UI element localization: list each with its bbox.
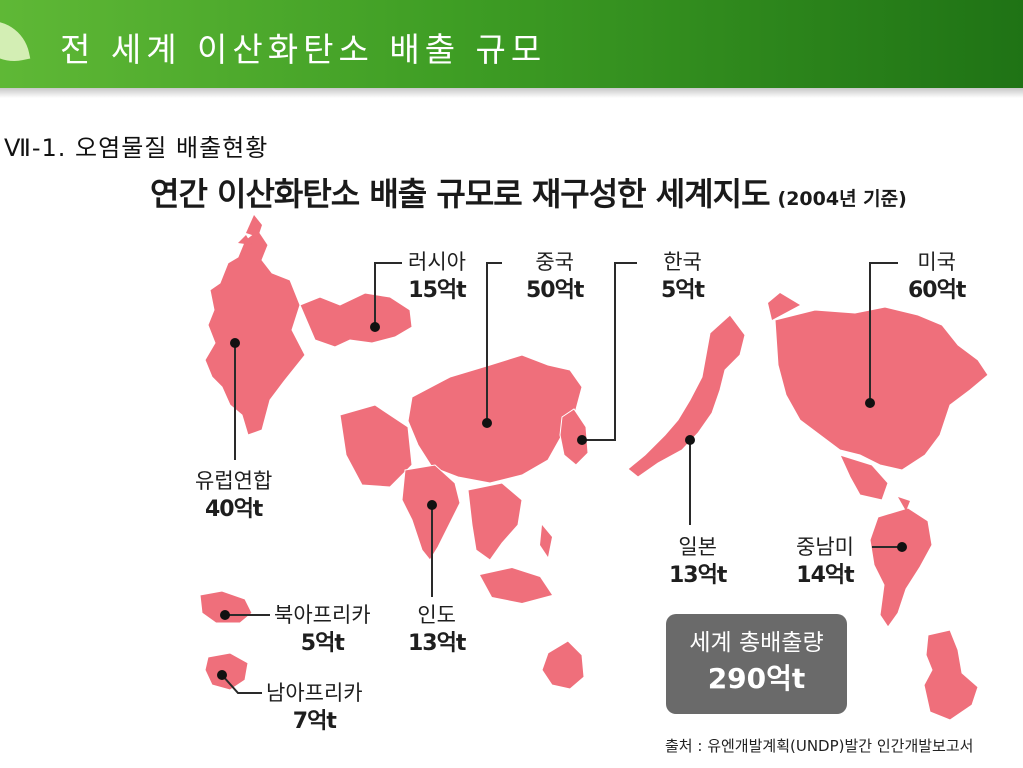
region-name: 남아프리카	[266, 681, 363, 705]
map-shape-europe	[204, 229, 306, 436]
region-name: 일본	[678, 535, 717, 559]
dot-korea	[577, 435, 587, 445]
map-shape-australia	[541, 640, 585, 690]
region-value: 13억t	[408, 631, 466, 656]
dot-japan	[685, 435, 695, 445]
world-total-label: 세계 총배출량	[689, 630, 824, 656]
region-label-usa: 미국 60억t	[908, 248, 966, 306]
region-label-china: 중국 50억t	[526, 248, 584, 306]
dot-eu	[230, 338, 240, 348]
region-name: 북아프리카	[274, 603, 371, 627]
map-shape-iceland	[238, 235, 252, 245]
region-label-korea: 한국 5억t	[661, 248, 705, 306]
dot-latin-america	[897, 542, 907, 552]
figure-title: 연간 이산화탄소 배출 규모로 재구성한 세계지도 (2004년 기준)	[150, 169, 907, 215]
map-shape-caribbean	[898, 497, 910, 511]
dot-india	[427, 500, 437, 510]
co2-world-map-figure: 연간 이산화탄소 배출 규모로 재구성한 세계지도 (2004년 기준) 러시아 …	[150, 165, 1023, 768]
region-name: 러시아	[408, 250, 466, 274]
dot-usa	[865, 398, 875, 408]
map-shape-mexico	[839, 454, 889, 501]
region-label-south-africa: 남아프리카 7억t	[266, 679, 363, 737]
leader-usa	[869, 262, 898, 403]
figure-year-note: (2004년 기준)	[777, 188, 907, 210]
map-shape-canada	[768, 293, 800, 320]
region-value: 5억t	[300, 631, 345, 656]
leaf-decoration	[0, 13, 31, 69]
world-total-value: 290억t	[707, 662, 806, 695]
region-name: 한국	[663, 250, 702, 274]
region-name: 미국	[917, 250, 956, 274]
region-name: 중국	[535, 250, 574, 274]
region-label-russia: 러시아 15억t	[408, 248, 467, 306]
slide-header: 전 세계 이산화탄소 배출 규모	[0, 0, 1023, 88]
map-shape-uk	[923, 629, 979, 721]
region-value: 14억t	[796, 563, 854, 588]
world-map	[199, 215, 989, 721]
world-total-box: 세계 총배출량 290억t	[666, 614, 847, 714]
map-shape-middle-east	[339, 404, 413, 488]
region-label-india: 인도 13억t	[408, 601, 466, 659]
map-shape-southeast-asia	[467, 482, 523, 561]
region-name: 인도	[417, 603, 456, 627]
header-divider	[0, 88, 1023, 98]
region-value: 50억t	[526, 278, 584, 303]
dot-china	[482, 418, 492, 428]
region-value: 40억t	[204, 497, 263, 522]
dot-south-africa	[217, 670, 227, 680]
dot-north-africa	[220, 610, 230, 620]
map-shape-indonesia	[480, 568, 552, 603]
map-shape-usa	[774, 306, 989, 471]
region-label-latin-america: 중남미 14억t	[796, 533, 855, 591]
region-value: 5억t	[661, 278, 705, 303]
leader-china	[486, 262, 502, 423]
region-value: 7억t	[292, 709, 337, 734]
map-shape-russia	[299, 292, 413, 348]
map-shape-scandinavia	[246, 215, 262, 237]
region-label-north-africa: 북아프리카 5억t	[274, 601, 371, 659]
region-value: 13억t	[669, 563, 727, 588]
section-label: Ⅶ-1. 오염물질 배출현황	[4, 134, 269, 162]
leader-korea	[582, 262, 637, 441]
slide-title: 전 세계 이산화탄소 배출 규모	[60, 30, 547, 69]
leader-russia	[374, 262, 402, 327]
region-name: 유럽연합	[195, 469, 273, 493]
figure-title-text: 연간 이산화탄소 배출 규모로 재구성한 세계지도	[150, 175, 771, 213]
region-label-eu: 유럽연합 40억t	[195, 467, 272, 525]
map-shape-south-africa	[204, 652, 249, 691]
region-label-japan: 일본 13억t	[669, 533, 727, 591]
region-value: 15억t	[408, 278, 466, 303]
map-shape-latin-america	[869, 507, 933, 628]
region-value: 60억t	[908, 278, 966, 303]
map-shape-philippines	[540, 525, 552, 557]
region-name: 중남미	[796, 535, 854, 559]
map-shape-korea	[559, 408, 589, 466]
map-shape-china	[407, 354, 583, 484]
dot-russia	[370, 322, 380, 332]
map-shape-japan	[627, 314, 746, 478]
leader-south-africa	[221, 674, 262, 694]
source-note: 출처 : 유엔개발계획(UNDP)발간 인간개발보고서	[665, 737, 974, 755]
